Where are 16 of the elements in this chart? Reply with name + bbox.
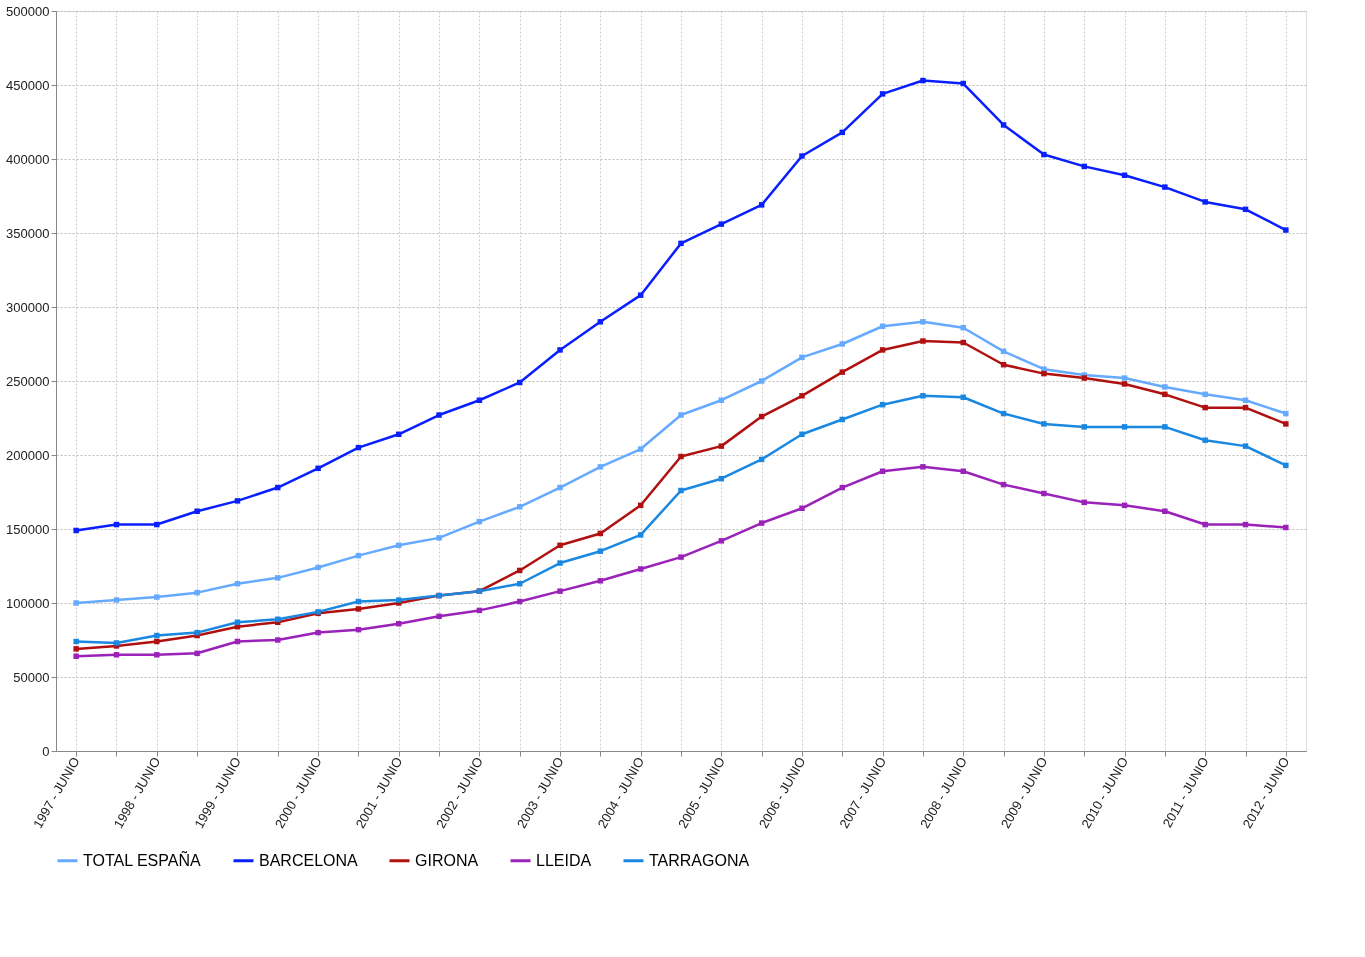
y-tick-label: 450000 (6, 77, 50, 93)
y-tick-label: 0 (42, 743, 50, 759)
y-tick-label: 400000 (6, 151, 50, 167)
y-tick-label: 150000 (6, 521, 50, 537)
y-tick-label: 50000 (13, 669, 50, 685)
y-tick-label: 100000 (6, 595, 50, 611)
y-tick-label: 500000 (6, 3, 50, 19)
legend-label: GIRONA (415, 851, 479, 869)
legend-label: TARRAGONA (649, 851, 750, 869)
y-tick-label: 200000 (6, 447, 50, 463)
legend-label: BARCELONA (259, 851, 359, 869)
y-tick-label: 350000 (6, 225, 50, 241)
y-tick-label: 250000 (6, 373, 50, 389)
y-tick-label: 300000 (6, 299, 50, 315)
legend-label: TOTAL ESPAÑA (83, 849, 201, 869)
legend-label: LLEIDA (536, 851, 592, 869)
